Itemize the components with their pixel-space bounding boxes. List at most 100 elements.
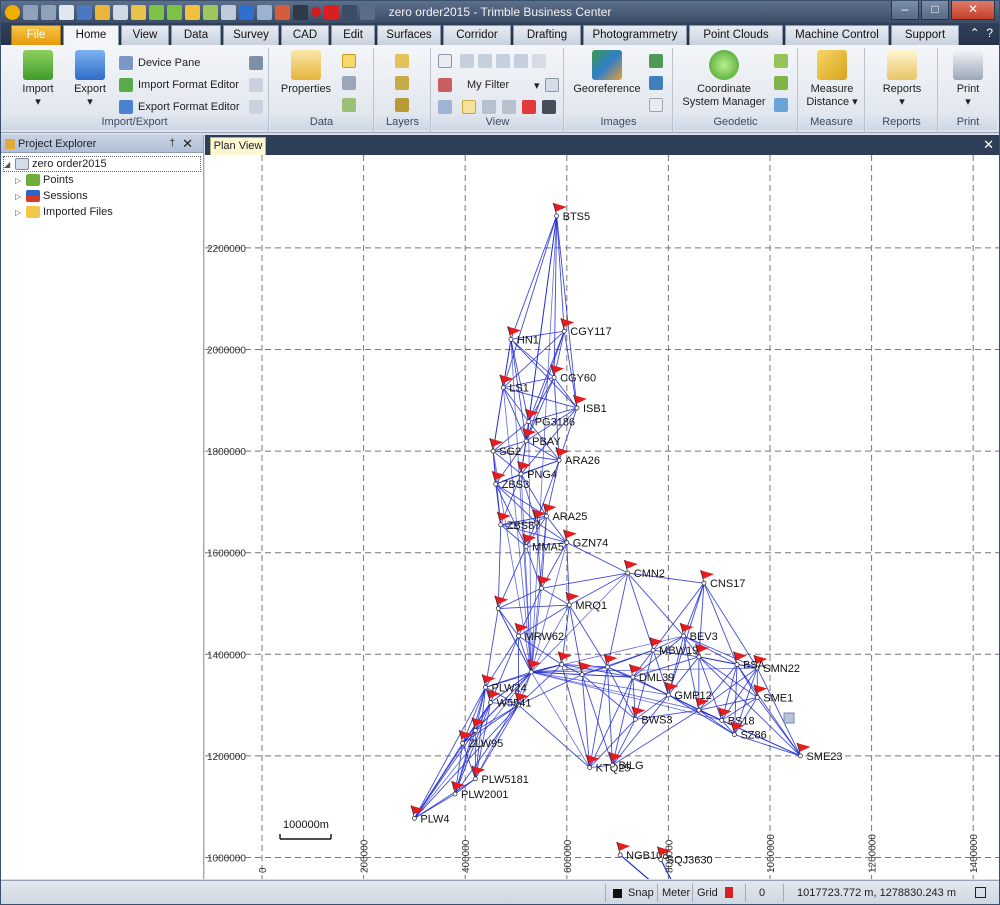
ribbon-help-icons[interactable]: ⌃ ? [969, 26, 993, 40]
resize-box-icon[interactable] [975, 887, 986, 898]
close-button[interactable]: ✕ [951, 1, 995, 20]
layer3-icon[interactable] [185, 4, 200, 20]
image-tools-icon[interactable] [649, 76, 663, 90]
redo-icon[interactable] [41, 4, 56, 20]
pane-close-icon[interactable]: ✕ [182, 136, 193, 151]
camera-icon[interactable] [293, 4, 308, 20]
tab-photogrammetry[interactable]: Photogrammetry [583, 25, 687, 45]
zoom-window-icon[interactable] [514, 54, 528, 68]
measure-distance-button[interactable]: Measure Distance ▾ [801, 50, 863, 109]
monitor-icon[interactable] [239, 4, 254, 20]
record-icon[interactable] [311, 7, 321, 17]
tab-point-clouds[interactable]: Point Clouds [689, 25, 783, 45]
tab-home[interactable]: Home [63, 25, 119, 45]
maximize-button[interactable]: □ [921, 1, 949, 20]
tab-corridor[interactable]: Corridor [443, 25, 511, 45]
unit-toggle[interactable]: Meter [662, 887, 691, 899]
properties-button[interactable]: Properties [276, 50, 336, 96]
coordinate-system-manager-button[interactable]: Coordinate System Manager [676, 50, 772, 109]
select-icon[interactable] [342, 54, 356, 68]
layer-manager-icon[interactable] [395, 54, 409, 68]
tab-survey[interactable]: Survey [223, 25, 279, 45]
grid-icon[interactable] [342, 4, 357, 20]
data-edit-icon[interactable] [342, 76, 356, 90]
tab-support[interactable]: Support [891, 25, 959, 45]
tab-view[interactable]: View [121, 25, 169, 45]
layer-icon[interactable] [149, 4, 164, 20]
minimize-button[interactable]: – [891, 1, 919, 20]
cancel-icon[interactable] [324, 4, 339, 20]
tab-machine-control[interactable]: Machine Control [785, 25, 889, 45]
import-format-editor-button[interactable]: Import Format Editor [119, 76, 239, 94]
layer4-icon[interactable] [203, 4, 218, 20]
undo-icon[interactable] [23, 4, 38, 20]
funnel-icon[interactable] [544, 78, 559, 92]
tab-edit[interactable]: Edit [331, 25, 375, 45]
paste-icon[interactable] [249, 100, 263, 114]
plan-view-canvas[interactable]: 0 200000 400000 600000 800000 1000000 1200000 1… [205, 155, 999, 879]
zoom-out-icon[interactable] [478, 54, 492, 68]
tab-plan-view[interactable]: Plan View [210, 137, 266, 155]
layer2-icon[interactable] [167, 4, 182, 20]
settings-icon[interactable] [95, 4, 110, 20]
tab-cad[interactable]: CAD [281, 25, 329, 45]
geodetic-tool-3-icon[interactable] [774, 98, 788, 112]
zoom-extents-icon[interactable] [496, 54, 510, 68]
tree-item-points[interactable]: ▷ Points [1, 172, 203, 188]
image-frame-icon[interactable] [649, 98, 663, 112]
table-icon[interactable] [113, 4, 128, 20]
grid-toggle[interactable]: Grid [697, 887, 718, 899]
tab-surfaces[interactable]: Surfaces [377, 25, 441, 45]
tab-data[interactable]: Data [171, 25, 221, 45]
tree-item-imported-files[interactable]: ▷ Imported Files [1, 204, 203, 220]
measure-view-icon[interactable] [482, 100, 496, 114]
expand-arrow-icon[interactable]: ▷ [15, 191, 22, 201]
point-flag [717, 707, 732, 717]
filter-select[interactable]: My Filter ▾ [438, 76, 559, 94]
tree-item-sessions[interactable]: ▷ Sessions [1, 188, 203, 204]
image-adjust-icon[interactable] [649, 54, 663, 68]
view-window-icon[interactable] [438, 54, 452, 68]
flag-icon[interactable] [522, 100, 536, 114]
globe-icon[interactable] [257, 4, 272, 20]
import-button[interactable]: Import ▾ [15, 50, 61, 109]
tree-root[interactable]: ◢ zero order2015 [3, 156, 201, 172]
pen-icon[interactable] [275, 4, 290, 20]
expand-arrow-icon[interactable]: ▷ [15, 207, 22, 217]
snapshot-icon[interactable] [542, 100, 556, 114]
snap-toggle[interactable]: Snap [628, 887, 654, 899]
save-icon[interactable] [77, 4, 92, 20]
print-button[interactable]: Print ▾ [941, 50, 995, 109]
export-format-editor-button[interactable]: Export Format Editor [119, 98, 239, 116]
layer-options-icon[interactable] [395, 98, 409, 112]
device-pane-button[interactable]: Device Pane [119, 54, 200, 72]
snap-checkbox-icon[interactable] [613, 889, 622, 898]
edit-icon[interactable] [249, 56, 263, 70]
tab-file[interactable]: File [11, 25, 61, 45]
collapse-arrow-icon[interactable]: ◢ [4, 159, 11, 169]
chart-icon[interactable] [502, 100, 516, 114]
customize-icon[interactable] [360, 4, 375, 20]
layer-list-icon[interactable] [395, 76, 409, 90]
document-close-icon[interactable]: ✕ [983, 137, 994, 152]
zoom-in-icon[interactable] [460, 54, 474, 68]
view-options-icon[interactable] [438, 100, 452, 114]
pin-icon[interactable]: † [169, 138, 175, 149]
grid-toggle-icon[interactable] [462, 100, 476, 114]
expand-arrow-icon[interactable]: ▷ [15, 175, 22, 185]
data-options-icon[interactable] [342, 98, 356, 112]
copy-icon[interactable] [249, 78, 263, 92]
app-logo-icon[interactable] [5, 4, 20, 20]
y-tick-label: 2200000 [207, 244, 246, 255]
draw-icon[interactable] [131, 4, 146, 20]
flag-status-icon[interactable] [725, 887, 733, 898]
layer5-icon[interactable] [221, 4, 236, 20]
geodetic-tool-2-icon[interactable] [774, 76, 788, 90]
reports-button[interactable]: Reports ▾ [870, 50, 934, 109]
geodetic-tool-1-icon[interactable] [774, 54, 788, 68]
tab-drafting[interactable]: Drafting [513, 25, 581, 45]
new-icon[interactable] [59, 4, 74, 20]
georeference-button[interactable]: Georeference [569, 50, 645, 96]
export-button[interactable]: Export ▾ [67, 50, 113, 109]
pan-hand-icon[interactable] [532, 54, 546, 68]
